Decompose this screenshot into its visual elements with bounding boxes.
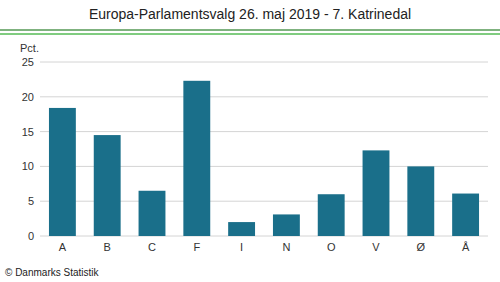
x-tick-label: O <box>327 241 336 253</box>
grid-line <box>40 131 488 132</box>
chart: Europa-Parlamentsvalg 26. maj 2019 - 7. … <box>0 0 500 282</box>
grid-line <box>40 96 488 97</box>
y-tick-label: 20 <box>22 91 34 103</box>
x-tick-label: V <box>372 241 380 253</box>
x-tick-label: C <box>148 241 156 253</box>
x-tick-label: A <box>59 241 67 253</box>
grid <box>40 62 488 236</box>
y-tick-label: 15 <box>22 126 34 138</box>
x-tick-label: Å <box>462 241 470 253</box>
bar <box>318 194 345 236</box>
bar <box>273 214 300 236</box>
x-tick-label: F <box>193 241 200 253</box>
x-tick-label: N <box>282 241 290 253</box>
bar <box>94 135 121 236</box>
title-rule <box>0 29 500 30</box>
bar <box>407 166 434 236</box>
bar <box>452 194 479 236</box>
y-axis-label: Pct. <box>20 42 39 54</box>
bars <box>49 81 479 236</box>
title: Europa-Parlamentsvalg 26. maj 2019 - 7. … <box>89 6 411 22</box>
chart-container: Europa-Parlamentsvalg 26. maj 2019 - 7. … <box>0 0 500 282</box>
bar <box>363 150 390 236</box>
footer: © Danmarks Statistik <box>5 267 100 278</box>
bar <box>183 81 210 236</box>
bar <box>139 191 166 236</box>
x-tick-label: I <box>240 241 243 253</box>
y-tick-label: 10 <box>22 160 34 172</box>
y-tick-label: 0 <box>28 230 34 242</box>
y-tick-label: 5 <box>28 195 34 207</box>
x-tick-label: B <box>104 241 111 253</box>
bar <box>49 108 76 236</box>
bar <box>228 222 255 236</box>
y-tick-label: 25 <box>22 56 34 68</box>
title-rule <box>0 34 500 35</box>
grid-line <box>40 62 488 63</box>
x-tick-label: Ø <box>417 241 426 253</box>
